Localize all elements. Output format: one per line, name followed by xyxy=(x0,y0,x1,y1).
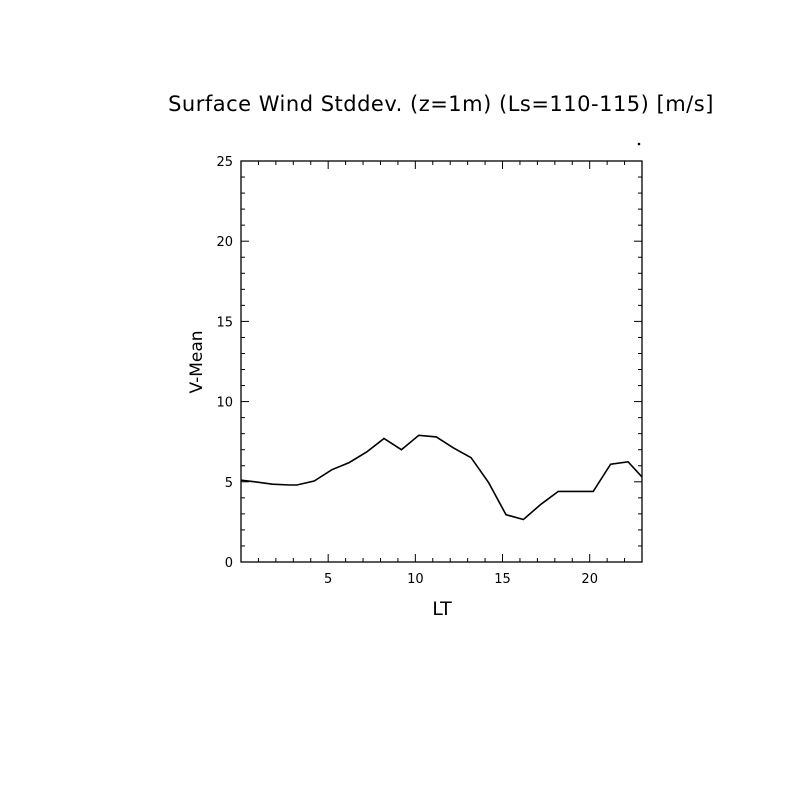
axis-ticks xyxy=(240,160,643,563)
tick-labels: 5 10 15 20 0 5 10 15 20 25 xyxy=(216,155,598,587)
x-tick-label: 15 xyxy=(494,572,511,587)
plot-frame xyxy=(240,160,643,563)
chart-title: Surface Wind Stddev. (z=1m) (Ls=110-115)… xyxy=(168,92,714,116)
series-line xyxy=(240,434,643,521)
x-tick-label: 20 xyxy=(581,572,598,587)
y-tick-label: 0 xyxy=(225,556,233,571)
y-tick-label: 5 xyxy=(225,476,233,491)
x-tick-label: 10 xyxy=(407,572,424,587)
y-tick-label: 25 xyxy=(216,155,233,170)
x-axis-label: LT xyxy=(432,598,452,620)
y-tick-label: 10 xyxy=(216,396,233,411)
y-axis-label: V-Mean xyxy=(187,330,207,393)
y-tick-label: 20 xyxy=(216,235,233,250)
plot-border xyxy=(240,160,643,563)
corner-dot-mark xyxy=(637,142,641,146)
x-tick-label: 5 xyxy=(324,572,332,587)
y-tick-label: 15 xyxy=(216,315,233,330)
